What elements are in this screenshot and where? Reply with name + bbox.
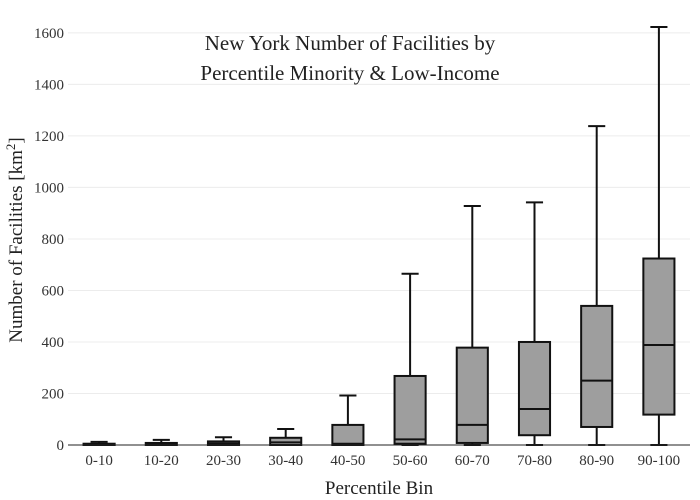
iqr-box [642,257,676,416]
iqr-box [455,346,489,444]
x-axis-ticks: 0-10 10-20 20-30 30-40 40-50 50-60 60-70 70-80 8… [85,453,680,469]
y-tick-label: 1000 [34,180,64,196]
y-axis-title: Number of Facilities [km2] [3,137,28,342]
y-axis-title-superscript: 2 [3,144,18,151]
iqr-box [517,340,552,437]
iqr-box [269,436,303,446]
box-series [82,25,676,447]
x-tick-label: 70-80 [517,453,552,469]
x-axis-title: Percentile Bin [325,478,434,499]
y-tick-label: 200 [42,386,65,402]
x-tick-label: 20-30 [206,453,241,469]
box-60-70 [455,204,489,446]
y-tick-label: 600 [42,283,65,299]
y-axis-ticks: 0 200 400 600 800 1000 1200 1400 1600 [34,26,64,454]
box-30-40 [269,428,303,446]
x-tick-label: 0-10 [85,453,113,469]
x-tick-label: 80-90 [579,453,614,469]
box-50-60 [393,272,427,446]
x-tick-label: 10-20 [144,453,179,469]
box-80-90 [580,125,614,446]
box-40-50 [331,394,365,446]
box-90-100 [642,25,676,446]
y-tick-label: 1200 [34,129,64,145]
x-tick-label: 90-100 [638,453,681,469]
y-tick-label: 1600 [34,26,64,42]
box-20-30 [206,436,241,447]
y-tick-label: 400 [42,335,65,351]
iqr-box [331,423,365,446]
iqr-box [393,374,427,445]
x-tick-label: 50-60 [393,453,428,469]
x-tick-label: 60-70 [455,453,490,469]
gridlines [68,32,690,394]
y-tick-label: 800 [42,232,65,248]
y-axis-title-main: Number of Facilities [km [6,150,27,343]
chart-title-line-1: New York Number of Facilities by [205,31,496,55]
box-10-20 [144,438,178,446]
y-tick-label: 0 [57,438,65,454]
iqr-box [580,304,614,428]
x-tick-label: 40-50 [330,453,365,469]
y-axis-title-end: ] [6,137,27,143]
y-tick-label: 1400 [34,77,64,93]
chart-title-line-2: Percentile Minority & Low-Income [200,61,499,85]
x-tick-label: 30-40 [268,453,303,469]
